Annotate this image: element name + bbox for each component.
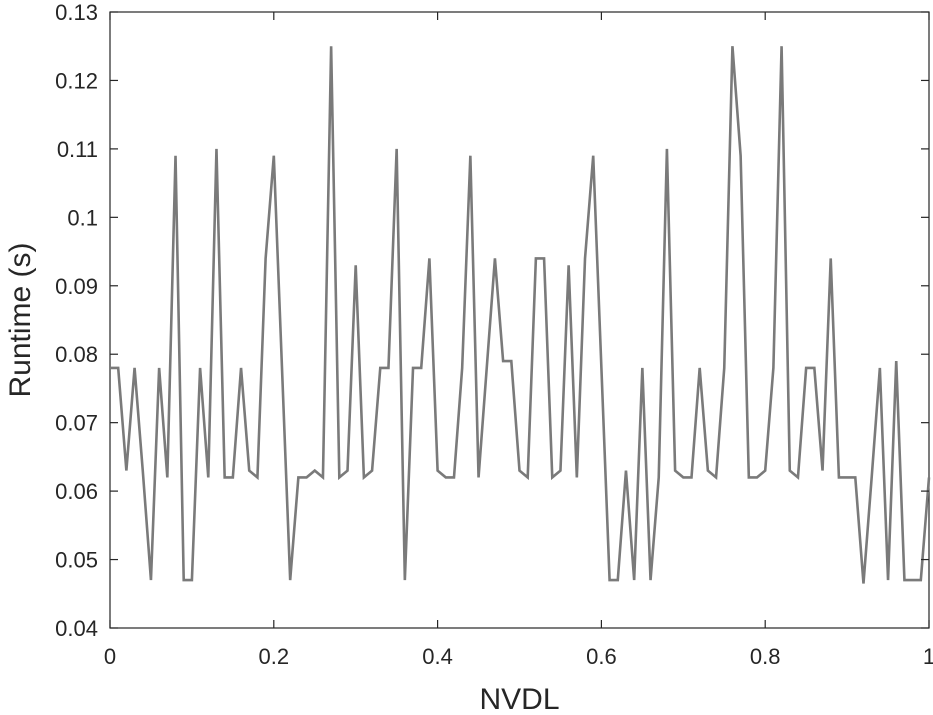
y-axis-ticks: 0.04 0.05 0.06 0.07 0.08 0.09 0.1 0.11 0.12 0.13: [55, 0, 929, 641]
x-axis-title: NVDL: [479, 683, 559, 715]
x-axis-ticks: 0 0.2 0.4 0.6 0.8 1: [104, 12, 933, 669]
plot-area: [109, 11, 931, 629]
y-tick-label: 0.1: [67, 205, 98, 230]
y-tick-label: 0.07: [55, 411, 98, 436]
y-tick-label: 0.04: [55, 616, 98, 641]
x-tick-label: 0.6: [586, 644, 617, 669]
plot-frame: [109, 11, 930, 629]
x-tick-label: 0.4: [422, 644, 453, 669]
y-axis-title: Runtime (s): [4, 242, 37, 397]
y-tick-label: 0.12: [55, 68, 98, 93]
y-tick-label: 0.05: [55, 548, 98, 573]
series-line: [110, 46, 931, 584]
x-tick-label: 0.8: [750, 644, 781, 669]
y-tick-label: 0.08: [55, 342, 98, 367]
x-tick-label: 1: [923, 644, 933, 669]
y-tick-label: 0.13: [55, 0, 98, 25]
y-tick-label: 0.06: [55, 479, 98, 504]
x-tick-label: 0.2: [259, 644, 290, 669]
x-tick-label: 0: [104, 644, 116, 669]
y-tick-label: 0.09: [55, 274, 98, 299]
y-tick-label: 0.11: [57, 137, 98, 162]
